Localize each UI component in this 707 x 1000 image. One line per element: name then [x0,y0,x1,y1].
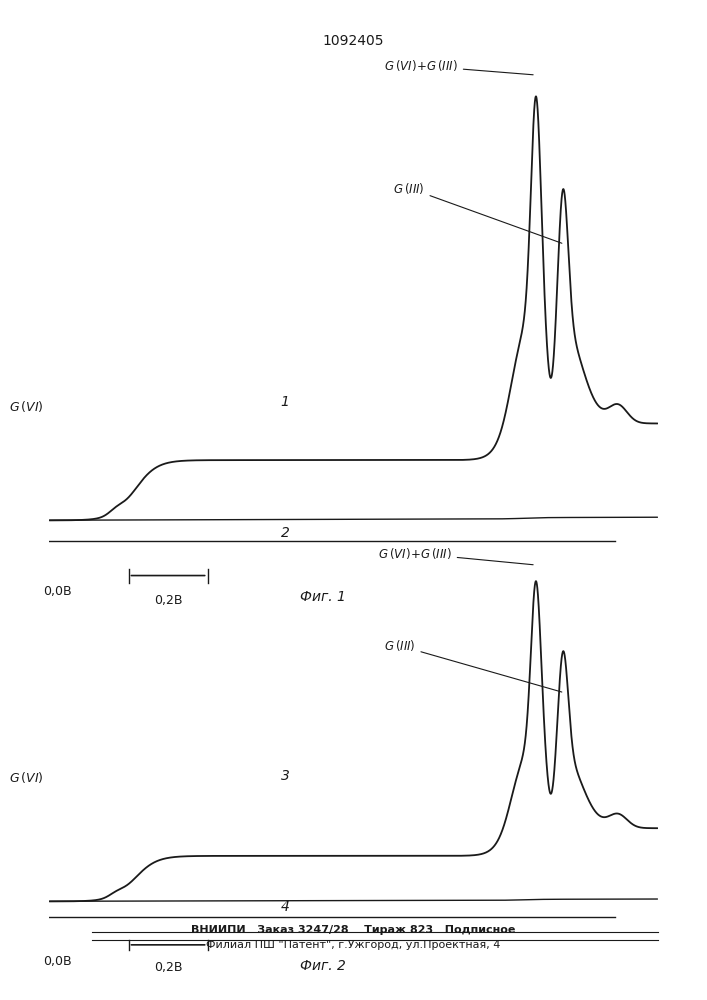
Text: $G\,(\mathit{III})$: $G\,(\mathit{III})$ [384,638,562,692]
Text: Филиал ПШ "Патент", г.Ужгород, ул.Проектная, 4: Филиал ПШ "Патент", г.Ужгород, ул.Проект… [206,940,501,950]
Text: 1: 1 [281,395,289,409]
Text: $G\,(\mathit{III})$: $G\,(\mathit{III})$ [393,180,562,243]
Text: 0,0В: 0,0В [43,585,72,598]
Text: 0,0В: 0,0В [43,956,72,968]
Text: Фиг. 2: Фиг. 2 [300,959,346,973]
Text: 1092405: 1092405 [323,34,384,48]
Text: 3: 3 [281,769,289,783]
Text: $G\,(\mathit{VI})$: $G\,(\mathit{VI})$ [8,399,43,414]
Text: $G\,(\mathit{VI})$: $G\,(\mathit{VI})$ [8,770,43,785]
Text: $G\,(\mathit{VI})\!+\!G\,(\mathit{III})$: $G\,(\mathit{VI})\!+\!G\,(\mathit{III})$ [378,546,533,565]
Text: 4: 4 [281,900,289,914]
Text: Фиг. 1: Фиг. 1 [300,590,346,604]
Text: 0,2В: 0,2В [154,594,182,607]
Text: ВНИИПИ   Заказ 3247/28    Тираж 823   Подписное: ВНИИПИ Заказ 3247/28 Тираж 823 Подписное [192,925,515,935]
Text: 0,2В: 0,2В [154,961,182,974]
Text: $G\,(\mathit{VI})\!+\!G\,(\mathit{III})$: $G\,(\mathit{VI})\!+\!G\,(\mathit{III})$ [384,58,533,75]
Text: 2: 2 [281,526,289,540]
